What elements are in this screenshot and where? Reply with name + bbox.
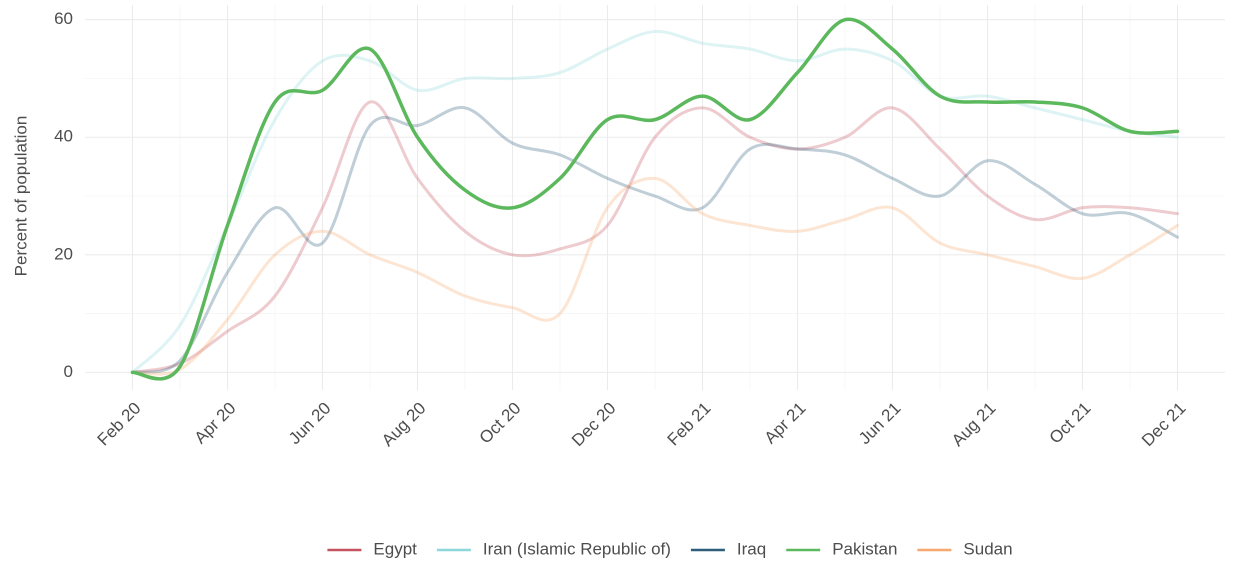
x-tick-label: Aug 21 bbox=[948, 399, 1000, 451]
legend: Egypt Iran (Islamic Republic of) Iraq Pakis… bbox=[327, 539, 1013, 558]
x-tick-label: Jun 20 bbox=[285, 399, 335, 449]
x-tick-label: Oct 21 bbox=[1046, 399, 1095, 448]
x-tick-label: Oct 20 bbox=[476, 399, 525, 448]
y-tick-label: 20 bbox=[54, 244, 73, 263]
series-line bbox=[131, 100, 1179, 374]
legend-label: Iran (Islamic Republic of) bbox=[483, 539, 671, 558]
x-tick-label: Jun 21 bbox=[855, 399, 905, 449]
x-tick-label: Dec 21 bbox=[1138, 399, 1190, 451]
x-tick-label: Feb 20 bbox=[94, 399, 145, 450]
x-tick-label: Feb 21 bbox=[664, 399, 715, 450]
series-line bbox=[131, 176, 1179, 376]
legend-label: Iraq bbox=[737, 539, 766, 558]
y-tick-label: 40 bbox=[54, 127, 73, 146]
legend-label: Sudan bbox=[963, 539, 1012, 558]
x-tick-label: Aug 20 bbox=[378, 399, 430, 451]
x-tick-label: Dec 20 bbox=[568, 399, 620, 451]
y-tick-label: 0 bbox=[64, 362, 73, 381]
x-tick-label: Apr 21 bbox=[761, 399, 810, 448]
legend-label: Egypt bbox=[373, 539, 417, 558]
legend-label: Pakistan bbox=[832, 539, 897, 558]
series-line bbox=[131, 106, 1179, 374]
y-tick-label: 60 bbox=[54, 9, 73, 28]
x-tick-label: Apr 20 bbox=[191, 399, 240, 448]
series-line bbox=[131, 29, 1179, 374]
series-line bbox=[130, 17, 1180, 381]
y-axis-label: Percent of population bbox=[11, 116, 30, 277]
